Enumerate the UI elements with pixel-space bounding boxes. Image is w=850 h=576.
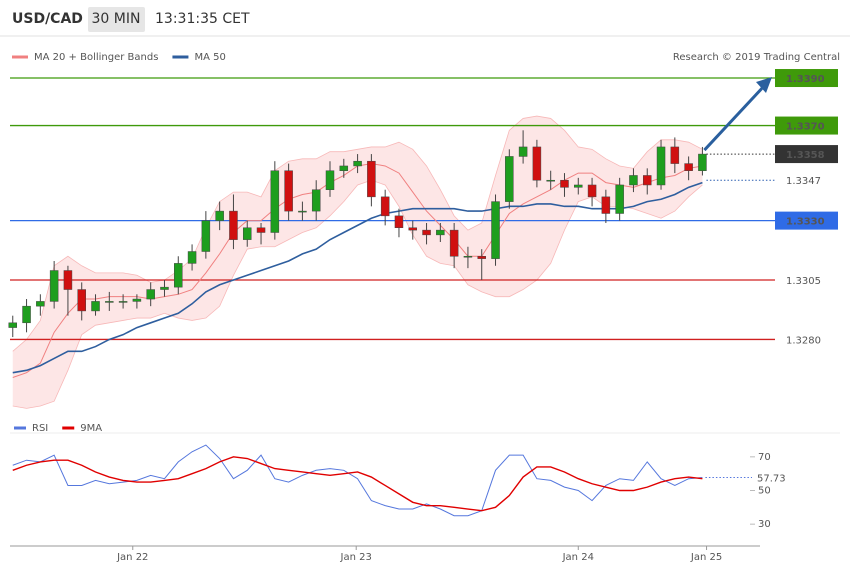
candle-body <box>118 301 128 303</box>
y-tick-label: 50 <box>758 486 771 497</box>
candle-body <box>77 289 86 312</box>
candle-body <box>601 196 611 214</box>
candle-body <box>256 227 266 233</box>
candle-body <box>629 175 638 186</box>
candle-body <box>491 201 500 259</box>
candle-body <box>698 153 707 171</box>
candle-body <box>63 270 73 290</box>
candle-body <box>270 170 280 233</box>
candle-body <box>560 179 569 188</box>
ma-line <box>12 456 703 512</box>
legend-label: MA 50 <box>194 52 225 63</box>
candle-body <box>22 305 31 324</box>
candle-body <box>339 165 349 171</box>
candle-body <box>505 156 514 202</box>
level-label: 1.3390 <box>786 74 825 85</box>
level-box <box>775 171 838 190</box>
forecast-arrow <box>703 83 767 152</box>
level-box <box>775 145 838 164</box>
value-label: 57.73 <box>757 473 786 484</box>
level-label: 1.3330 <box>786 217 825 228</box>
candle-body <box>353 160 362 167</box>
candle-body <box>242 227 252 240</box>
level-label: 1.3305 <box>786 276 821 287</box>
candle-body <box>532 146 542 181</box>
interval-box <box>88 7 145 32</box>
candle-body <box>49 270 59 302</box>
candle-body <box>367 160 376 198</box>
ma50-line <box>12 181 703 374</box>
candle-body <box>449 229 459 257</box>
candle-body <box>574 184 583 188</box>
candle-body <box>187 251 197 264</box>
candle-body <box>36 301 45 307</box>
legend-label: 9MA <box>80 423 102 434</box>
candle-body <box>380 196 390 217</box>
candle-body <box>132 298 142 302</box>
candle-body <box>311 189 321 212</box>
level-label: 1.3280 <box>786 335 821 346</box>
candle-body <box>8 322 18 328</box>
level-box <box>775 330 838 349</box>
candle-body <box>146 289 155 300</box>
x-tick-label: Jan 25 <box>690 552 722 563</box>
forecast-arrowhead <box>756 77 772 93</box>
legend-label: RSI <box>32 423 48 434</box>
candle-body <box>394 215 404 228</box>
band-fill <box>12 116 703 409</box>
candle-body <box>160 286 169 290</box>
level-box <box>775 211 838 230</box>
candle-body <box>174 263 183 288</box>
credit: Research © 2019 Trading Central <box>673 52 840 63</box>
candle-body <box>229 210 238 240</box>
level-label: 1.3347 <box>786 176 821 187</box>
candle-body <box>201 220 211 252</box>
candle-body <box>436 229 445 236</box>
level-box <box>775 271 838 290</box>
candle-body <box>518 146 528 157</box>
level-label: 1.3370 <box>786 122 825 133</box>
candle-body <box>91 301 100 312</box>
level-label: 1.3358 <box>786 150 825 161</box>
candle-body <box>642 175 652 186</box>
candle-body <box>670 146 680 164</box>
level-box <box>775 116 838 135</box>
level-box <box>775 69 838 88</box>
band-upper <box>12 115 703 352</box>
candle-body <box>684 163 693 171</box>
time: 13:31:35 CET <box>155 11 250 27</box>
candle-body <box>463 256 473 258</box>
legend-label: MA 20 + Bollinger Bands <box>34 52 158 63</box>
candle-body <box>422 229 431 236</box>
candle-body <box>546 179 555 182</box>
candle-body <box>477 256 486 259</box>
x-tick-label: Jan 23 <box>340 552 372 563</box>
candle-body <box>408 227 418 231</box>
value-box <box>752 469 800 486</box>
x-tick-label: Jan 24 <box>562 552 594 563</box>
candle-body <box>325 170 335 190</box>
candle-body <box>215 210 224 221</box>
interval: 30 MIN <box>92 11 141 27</box>
x-tick-label: Jan 22 <box>116 552 148 563</box>
candle-body <box>298 210 307 213</box>
y-tick-label: 30 <box>758 519 771 530</box>
symbol: USD/CAD <box>12 11 83 27</box>
candle-body <box>105 301 114 303</box>
candle-body <box>284 170 293 212</box>
candle-body <box>656 146 666 186</box>
candle-body <box>587 184 597 198</box>
band-lower <box>12 179 703 409</box>
y-tick-label: 70 <box>758 452 771 463</box>
candle-body <box>615 184 624 214</box>
